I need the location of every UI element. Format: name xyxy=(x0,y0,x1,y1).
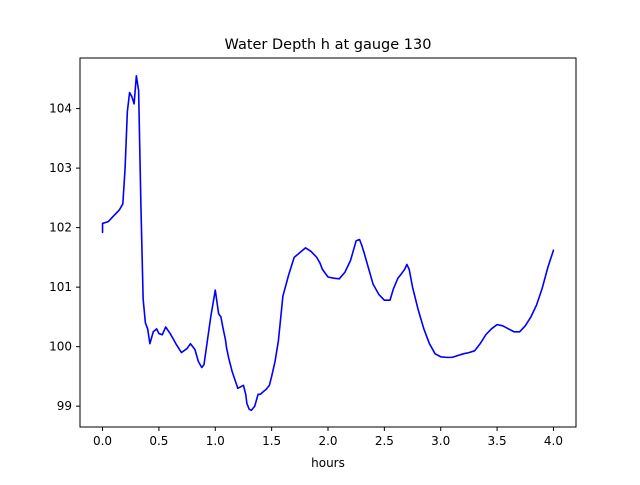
x-tick-label: 0.0 xyxy=(93,434,112,448)
x-tick-label: 1.5 xyxy=(262,434,281,448)
x-tick-label: 2.0 xyxy=(318,434,337,448)
y-tick-label: 100 xyxy=(49,340,72,354)
x-tick-label: 0.5 xyxy=(149,434,168,448)
x-tick-label: 3.0 xyxy=(431,434,450,448)
y-tick-label: 103 xyxy=(49,161,72,175)
x-tick-label: 3.5 xyxy=(488,434,507,448)
chart-title: Water Depth h at gauge 130 xyxy=(225,37,432,53)
y-tick-label: 104 xyxy=(49,102,72,116)
y-tick-label: 102 xyxy=(49,221,72,235)
y-axis: 99 100 101 102 103 104 xyxy=(49,102,80,413)
x-tick-label: 4.0 xyxy=(544,434,563,448)
y-tick-label: 99 xyxy=(57,399,72,413)
x-axis-label: hours xyxy=(311,456,345,470)
series-layer xyxy=(101,75,555,412)
x-tick-label: 2.5 xyxy=(375,434,394,448)
x-tick-label: 1.0 xyxy=(206,434,225,448)
x-axis: 0.0 0.5 1.0 1.5 2.0 2.5 3.0 3.5 4.0 xyxy=(93,427,563,448)
y-tick-label: 101 xyxy=(49,280,72,294)
series-line-0 xyxy=(101,75,555,412)
